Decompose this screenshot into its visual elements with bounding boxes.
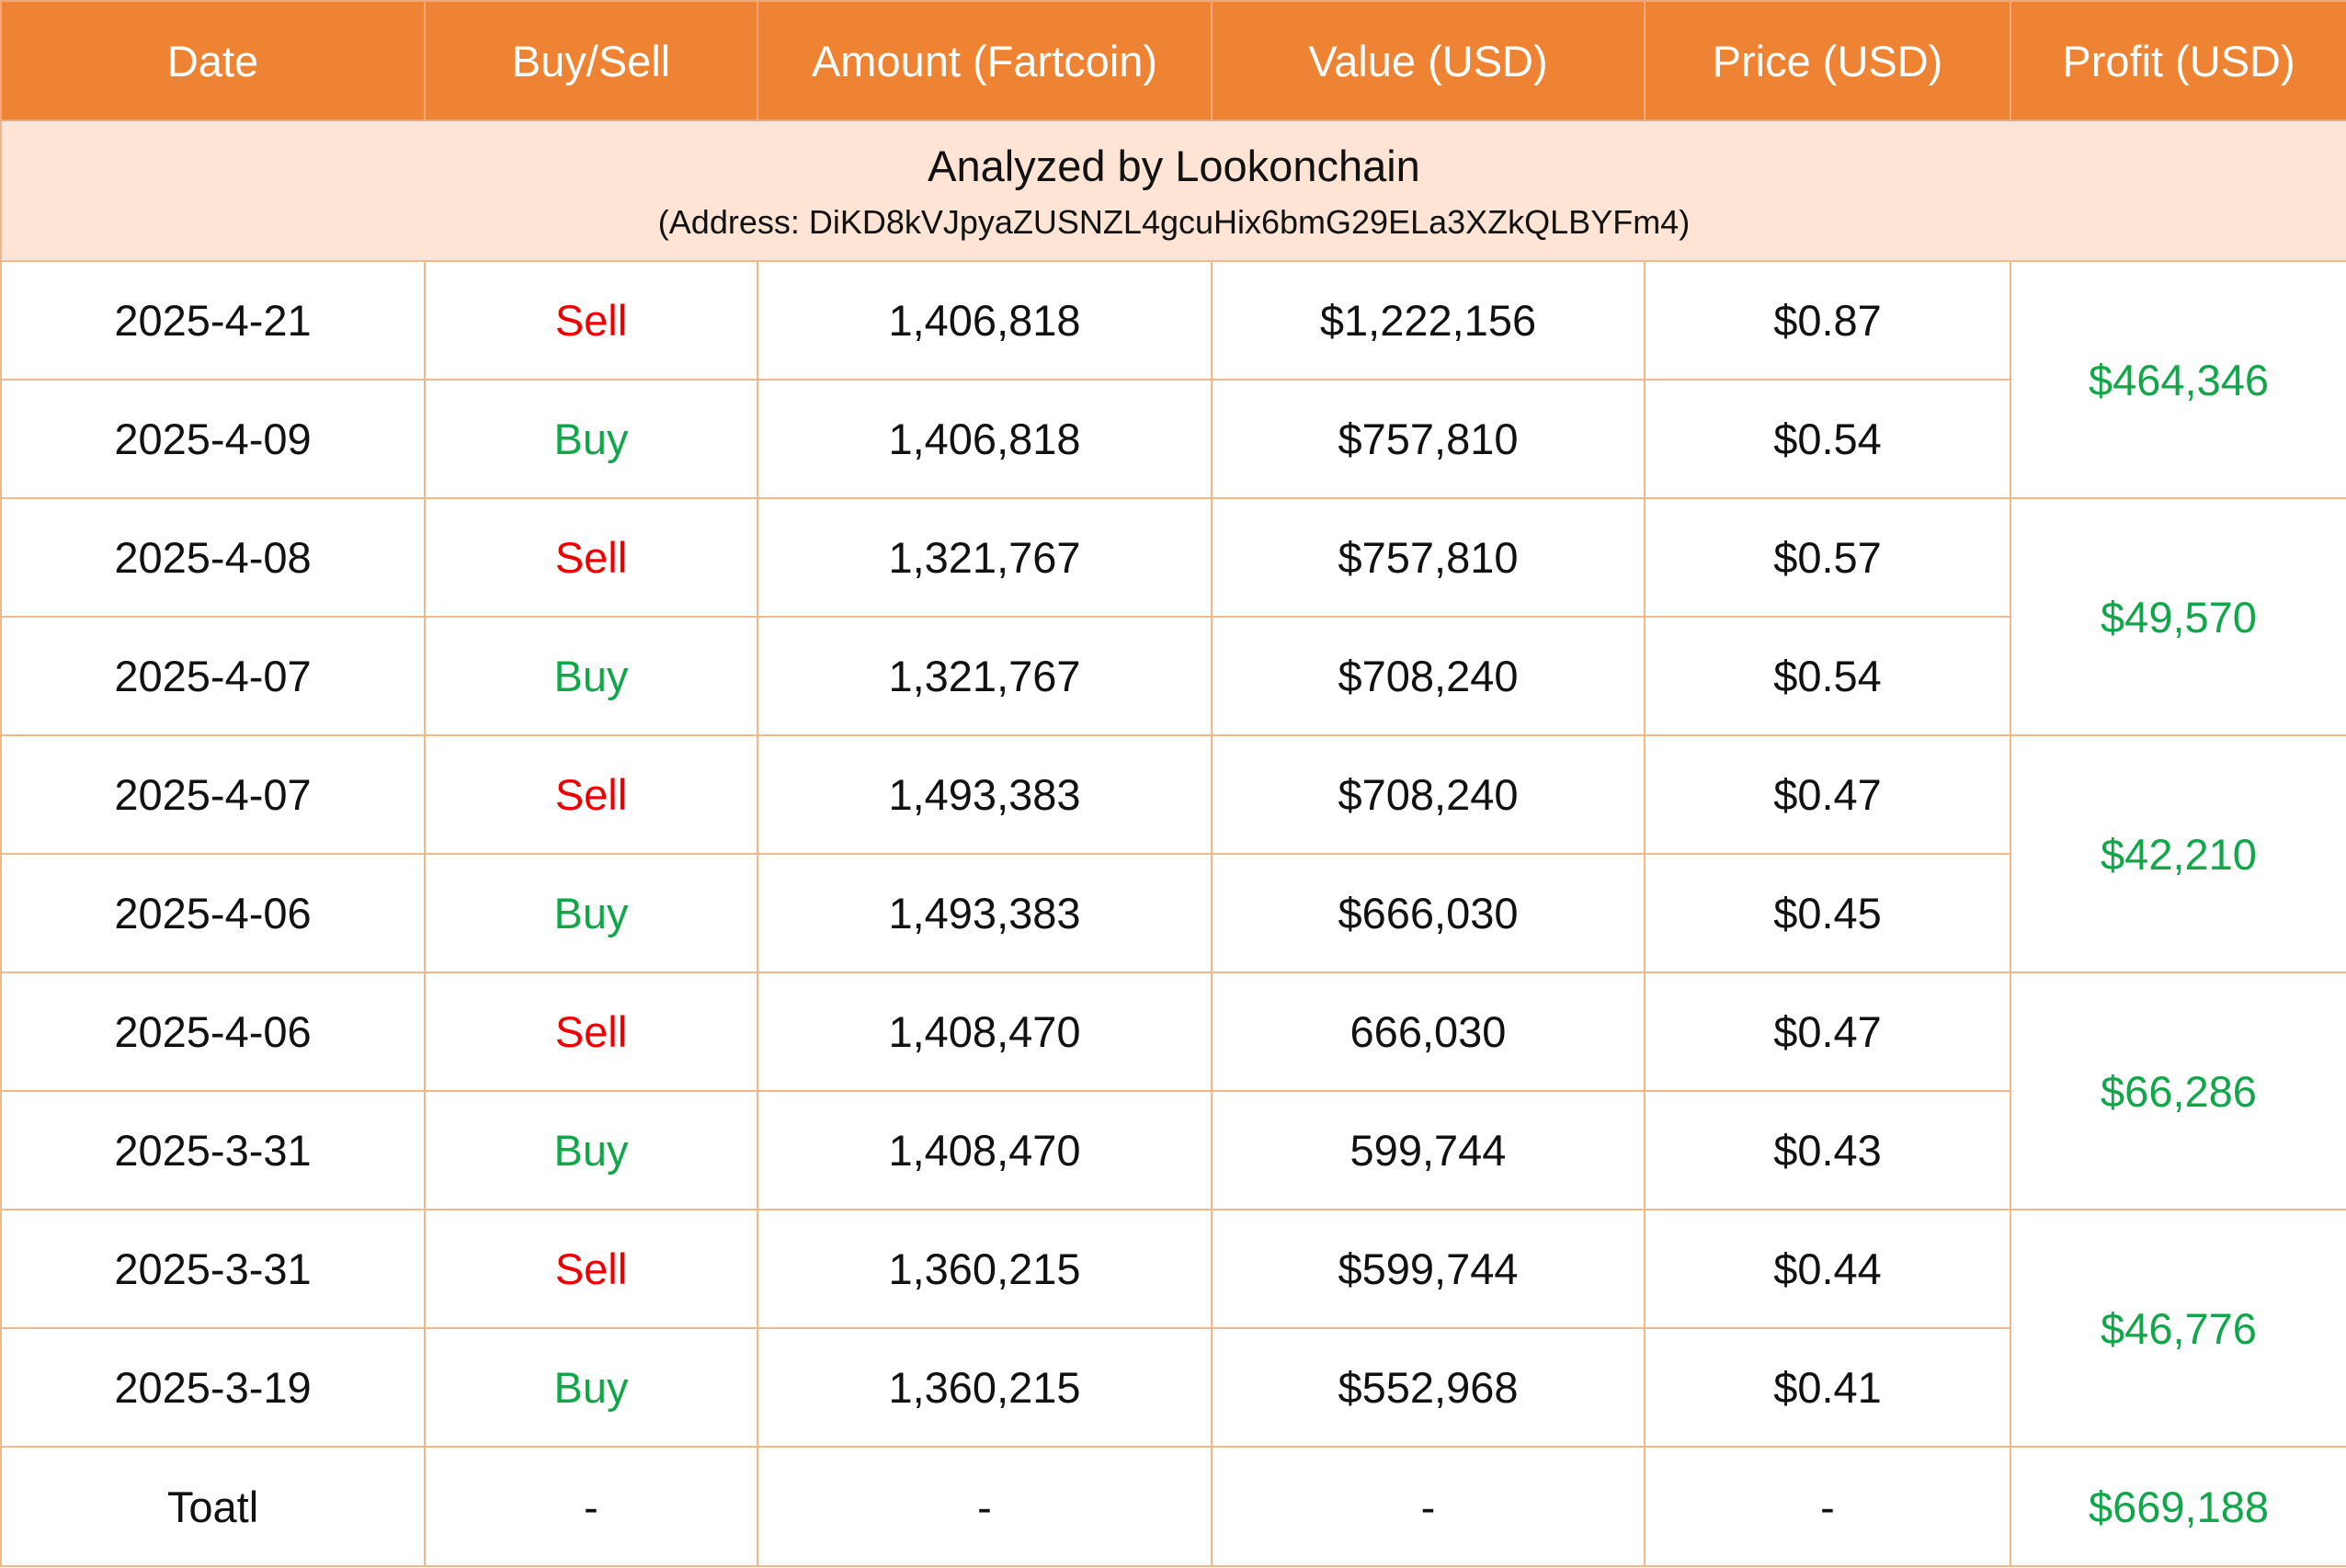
total-label: Toatl bbox=[0, 1446, 426, 1567]
table-row: 2025-4-07 Buy 1,321,767 $708,240 $0.54 bbox=[0, 616, 2346, 736]
cell-value: 599,744 bbox=[1211, 1090, 1646, 1210]
cell-price: $0.54 bbox=[1644, 616, 2011, 736]
table-row: 2025-4-09 Buy 1,406,818 $757,810 $0.54 bbox=[0, 379, 2346, 499]
cell-price: $0.44 bbox=[1644, 1209, 2011, 1329]
cell-side: Sell bbox=[424, 734, 758, 855]
cell-date: 2025-4-06 bbox=[0, 971, 426, 1092]
cell-date: 2025-4-21 bbox=[0, 260, 426, 381]
cell-date: 2025-4-07 bbox=[0, 616, 426, 736]
cell-amount: 1,321,767 bbox=[757, 497, 1213, 618]
total-side: - bbox=[424, 1446, 758, 1567]
cell-value: $666,030 bbox=[1211, 853, 1646, 973]
table-row: 2025-4-06 Sell 1,408,470 666,030 $0.47 $… bbox=[0, 971, 2346, 1210]
cell-profit: $66,286 bbox=[2010, 971, 2346, 1210]
header-price: Price (USD) bbox=[1644, 0, 2011, 121]
cell-value: $552,968 bbox=[1211, 1327, 1646, 1448]
analysis-banner: Analyzed by Lookonchain (Address: DiKD8k… bbox=[0, 119, 2346, 262]
cell-price: $0.47 bbox=[1644, 734, 2011, 855]
banner-title: Analyzed by Lookonchain bbox=[928, 141, 1420, 190]
header-profit: Profit (USD) bbox=[2010, 0, 2346, 121]
header-row: Date Buy/Sell Amount (Fartcoin) Value (U… bbox=[0, 0, 2346, 121]
cell-profit: $42,210 bbox=[2010, 734, 2346, 973]
cell-amount: 1,406,818 bbox=[757, 260, 1213, 381]
wallet-address: (Address: DiKD8kVJpyaZUSNZL4gcuHix6bmG29… bbox=[657, 202, 1691, 241]
analysis-banner-row: Analyzed by Lookonchain (Address: DiKD8k… bbox=[0, 119, 2346, 262]
header-value: Value (USD) bbox=[1211, 0, 1646, 121]
cell-side: Buy bbox=[424, 853, 758, 973]
table-row: 2025-3-31 Buy 1,408,470 599,744 $0.43 bbox=[0, 1090, 2346, 1210]
cell-price: $0.57 bbox=[1644, 497, 2011, 618]
cell-value: 666,030 bbox=[1211, 971, 1646, 1092]
cell-side: Buy bbox=[424, 1090, 758, 1210]
cell-price: $0.87 bbox=[1644, 260, 2011, 381]
total-price: - bbox=[1644, 1446, 2011, 1567]
cell-price: $0.45 bbox=[1644, 853, 2011, 973]
cell-amount: 1,360,215 bbox=[757, 1209, 1213, 1329]
cell-value: $708,240 bbox=[1211, 734, 1646, 855]
total-row: Toatl - - - - $669,188 bbox=[0, 1446, 2346, 1567]
cell-amount: 1,406,818 bbox=[757, 379, 1213, 499]
cell-amount: 1,493,383 bbox=[757, 734, 1213, 855]
table-row: 2025-3-19 Buy 1,360,215 $552,968 $0.41 bbox=[0, 1327, 2346, 1448]
cell-price: $0.41 bbox=[1644, 1327, 2011, 1448]
total-profit: $669,188 bbox=[2010, 1446, 2346, 1567]
table-row: 2025-4-07 Sell 1,493,383 $708,240 $0.47 … bbox=[0, 734, 2346, 973]
cell-date: 2025-4-08 bbox=[0, 497, 426, 618]
cell-side: Sell bbox=[424, 1209, 758, 1329]
cell-side: Sell bbox=[424, 971, 758, 1092]
total-amount: - bbox=[757, 1446, 1213, 1567]
cell-amount: 1,408,470 bbox=[757, 1090, 1213, 1210]
cell-profit: $46,776 bbox=[2010, 1209, 2346, 1448]
cell-value: $757,810 bbox=[1211, 379, 1646, 499]
cell-side: Buy bbox=[424, 616, 758, 736]
cell-amount: 1,408,470 bbox=[757, 971, 1213, 1092]
cell-value: $708,240 bbox=[1211, 616, 1646, 736]
cell-profit: $49,570 bbox=[2010, 497, 2346, 736]
cell-amount: 1,321,767 bbox=[757, 616, 1213, 736]
cell-date: 2025-3-31 bbox=[0, 1209, 426, 1329]
header-buy-sell: Buy/Sell bbox=[424, 0, 758, 121]
cell-value: $757,810 bbox=[1211, 497, 1646, 618]
table-row: 2025-3-31 Sell 1,360,215 $599,744 $0.44 … bbox=[0, 1209, 2346, 1448]
table-row: 2025-4-21 Sell 1,406,818 $1,222,156 $0.8… bbox=[0, 260, 2346, 499]
cell-price: $0.54 bbox=[1644, 379, 2011, 499]
header-date: Date bbox=[0, 0, 426, 121]
cell-price: $0.47 bbox=[1644, 971, 2011, 1092]
cell-side: Sell bbox=[424, 260, 758, 381]
cell-value: $1,222,156 bbox=[1211, 260, 1646, 381]
table-row: 2025-4-06 Buy 1,493,383 $666,030 $0.45 bbox=[0, 853, 2346, 973]
cell-date: 2025-3-31 bbox=[0, 1090, 426, 1210]
table-row: 2025-4-08 Sell 1,321,767 $757,810 $0.57 … bbox=[0, 497, 2346, 736]
cell-side: Sell bbox=[424, 497, 758, 618]
header-amount: Amount (Fartcoin) bbox=[757, 0, 1213, 121]
cell-date: 2025-4-07 bbox=[0, 734, 426, 855]
cell-profit: $464,346 bbox=[2010, 260, 2346, 499]
cell-date: 2025-4-09 bbox=[0, 379, 426, 499]
cell-date: 2025-4-06 bbox=[0, 853, 426, 973]
cell-price: $0.43 bbox=[1644, 1090, 2011, 1210]
cell-value: $599,744 bbox=[1211, 1209, 1646, 1329]
cell-amount: 1,360,215 bbox=[757, 1327, 1213, 1448]
cell-date: 2025-3-19 bbox=[0, 1327, 426, 1448]
cell-side: Buy bbox=[424, 379, 758, 499]
cell-amount: 1,493,383 bbox=[757, 853, 1213, 973]
total-value: - bbox=[1211, 1446, 1646, 1567]
cell-side: Buy bbox=[424, 1327, 758, 1448]
